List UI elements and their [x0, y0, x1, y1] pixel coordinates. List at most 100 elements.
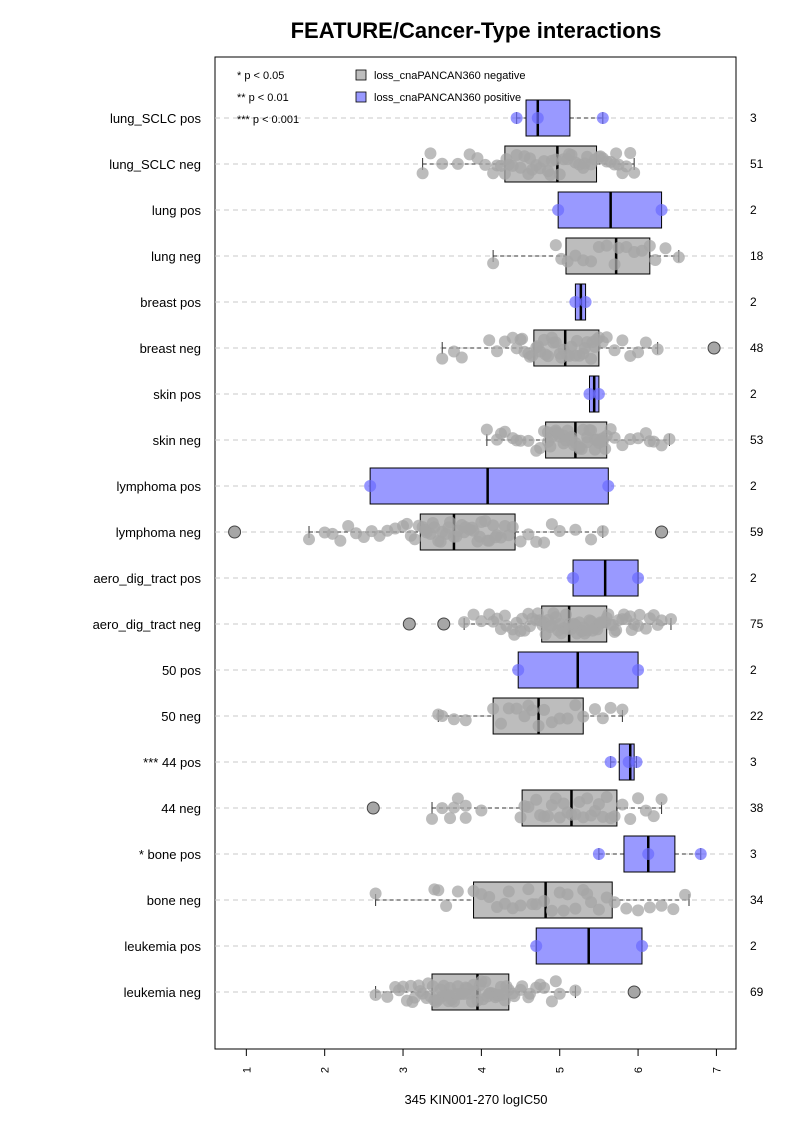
data-point-breast-neg	[547, 336, 560, 349]
data-point-lymphoma-pos	[602, 480, 615, 492]
category-label-44-neg: 44 neg	[161, 801, 201, 816]
data-point-leukemia-neg	[406, 995, 419, 1008]
category-label-lymphoma-pos: lymphoma pos	[116, 479, 201, 494]
category-label-breast-pos: breast pos	[140, 295, 201, 310]
data-point-leukemia-neg	[422, 977, 435, 990]
data-point-44-neg	[514, 811, 527, 824]
data-point-lung-pos	[655, 204, 668, 216]
data-point-breast-neg	[491, 345, 504, 358]
data-point-aero-dig-tract-neg	[516, 612, 529, 625]
data-point-leukemia-neg	[516, 980, 529, 993]
outlier-point-44-neg	[366, 801, 380, 815]
chart-title: FEATURE/Cancer-Type interactions	[291, 18, 662, 43]
data-point-skin-neg	[575, 442, 588, 455]
data-point-aero-dig-tract-neg	[458, 616, 471, 629]
count-label-skin-neg: 53	[750, 433, 764, 447]
category-labels: lung_SCLC pos lung_SCLC neg lung pos lung n…	[93, 111, 202, 1000]
box-layer	[308, 99, 702, 1011]
box-lymphoma-pos	[369, 467, 609, 505]
data-point-aero-dig-tract-neg	[467, 608, 480, 621]
count-label-breast-neg: 48	[750, 341, 764, 355]
data-point-44-neg	[541, 810, 554, 823]
data-point-aero-dig-tract-neg	[487, 615, 500, 628]
data-point-breast-neg	[570, 334, 583, 347]
data-point-lung-sclc-neg	[553, 168, 566, 181]
data-point-50-pos	[512, 664, 525, 676]
data-point-50-neg	[510, 702, 523, 715]
data-point-lymphoma-neg	[545, 518, 558, 531]
x-tick-label-5: 5	[555, 1067, 567, 1073]
data-point-skin-neg	[522, 434, 535, 447]
data-point-44-pos	[604, 756, 617, 768]
data-point-lymphoma-neg	[465, 521, 478, 534]
data-point-skin-neg	[663, 432, 676, 445]
data-point-aero-dig-tract-neg	[583, 614, 596, 627]
data-point-bone-neg	[569, 902, 582, 915]
data-point-44-pos	[630, 756, 643, 768]
data-point-bone-neg	[561, 888, 574, 901]
data-point-breast-neg	[531, 340, 544, 353]
data-point-lung-sclc-neg	[436, 157, 449, 170]
legend-swatch-negative	[355, 69, 367, 81]
x-tick-label-2: 2	[320, 1067, 332, 1073]
data-point-lung-sclc-neg	[578, 157, 591, 170]
count-label-lung-pos: 2	[750, 203, 757, 217]
category-label-leukemia-pos: leukemia pos	[124, 939, 201, 954]
outlier-point-breast-neg	[707, 341, 721, 355]
data-point-leukemia-neg	[414, 985, 427, 998]
data-point-leukemia-neg	[508, 990, 521, 1003]
count-label-lymphoma-pos: 2	[750, 479, 757, 493]
data-point-lung-sclc-neg	[498, 167, 511, 180]
data-point-50-neg	[561, 712, 574, 725]
data-point-lung-neg	[585, 255, 598, 268]
data-point-50-neg	[436, 709, 449, 722]
data-point-lymphoma-pos	[364, 480, 377, 492]
data-point-44-neg	[624, 812, 637, 825]
data-point-50-neg	[522, 699, 535, 712]
data-point-lung-sclc-pos	[531, 112, 544, 124]
data-point-breast-neg	[608, 344, 621, 357]
data-point-aero-dig-tract-pos	[632, 572, 645, 584]
category-label-lung-sclc-pos: lung_SCLC pos	[110, 111, 202, 126]
data-point-breast-neg	[483, 334, 496, 347]
x-tick-label-3: 3	[398, 1067, 410, 1073]
data-point-lymphoma-neg	[489, 531, 502, 544]
point-layer	[228, 112, 721, 1008]
category-label-lymphoma-neg: lymphoma neg	[116, 525, 201, 540]
data-point-leukemia-neg	[381, 990, 394, 1003]
data-point-lung-sclc-neg	[594, 150, 607, 163]
data-point-breast-neg	[516, 332, 529, 345]
category-label-skin-pos: skin pos	[153, 387, 201, 402]
data-point-aero-dig-tract-neg	[602, 608, 615, 621]
data-point-lung-neg	[487, 257, 500, 270]
data-point-leukemia-neg	[458, 988, 471, 1001]
data-point-breast-neg	[600, 331, 613, 344]
data-point-breast-neg	[523, 350, 536, 363]
data-point-bone-neg	[451, 885, 464, 898]
count-label-leukemia-neg: 69	[750, 985, 764, 999]
data-point-bone-neg	[369, 887, 382, 900]
data-point-bone-neg	[432, 884, 445, 897]
data-point-breast-neg	[616, 334, 629, 347]
data-point-44-neg	[616, 798, 629, 811]
category-label-bone-neg: bone neg	[147, 893, 201, 908]
data-point-skin-neg	[643, 435, 656, 448]
count-label-leukemia-pos: 2	[750, 939, 757, 953]
count-label-lymphoma-neg: 59	[750, 525, 764, 539]
category-label-50-neg: 50 neg	[161, 709, 201, 724]
data-point-lymphoma-neg	[553, 524, 566, 537]
data-point-bone-pos	[592, 848, 605, 860]
data-point-leukemia-pos	[530, 940, 543, 952]
data-point-50-neg	[569, 699, 582, 712]
data-point-44-neg	[451, 792, 464, 805]
data-point-aero-dig-tract-neg	[531, 607, 544, 620]
data-point-aero-dig-tract-neg	[547, 607, 560, 620]
data-point-44-neg	[557, 797, 570, 810]
data-point-breast-neg	[586, 336, 599, 349]
data-point-bone-neg	[526, 898, 539, 911]
data-point-lymphoma-neg	[334, 534, 347, 547]
data-point-skin-neg	[552, 427, 565, 440]
count-label-aero-dig-tract-neg: 75	[750, 617, 764, 631]
data-point-bone-pos	[642, 848, 655, 860]
